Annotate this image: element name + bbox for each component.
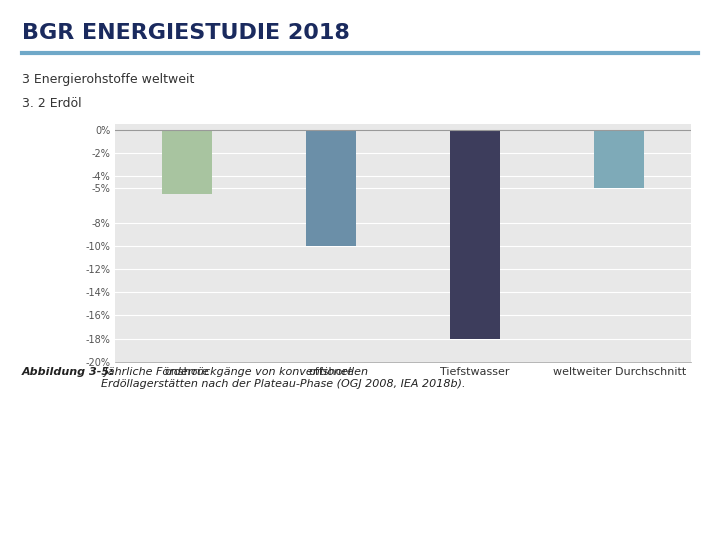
Bar: [450, 130, 500, 339]
Bar: [162, 130, 212, 194]
Text: 3 Energierohstoffe weltweit: 3 Energierohstoffe weltweit: [22, 73, 194, 86]
Bar: [594, 130, 644, 188]
Text: Jährliche Förderrückgänge von konventionellen
Erdöllagerstätten nach der Plateau: Jährliche Förderrückgänge von konvention…: [101, 367, 466, 389]
Text: Abbildung 3-5:: Abbildung 3-5:: [22, 367, 114, 377]
Text: 3. 2 Erdöl: 3. 2 Erdöl: [22, 97, 81, 110]
Text: BGR ENERGIESTUDIE 2018: BGR ENERGIESTUDIE 2018: [22, 23, 349, 43]
Text: 17: 17: [22, 507, 41, 521]
Bar: [306, 130, 356, 246]
